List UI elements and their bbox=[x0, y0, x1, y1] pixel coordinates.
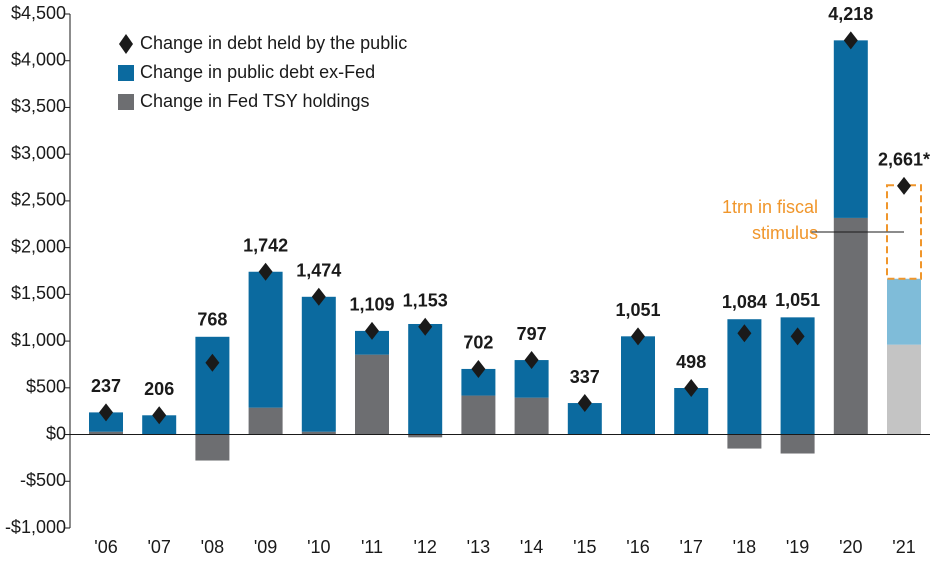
bar-segment bbox=[89, 412, 123, 432]
diamond-marker bbox=[524, 351, 539, 370]
diamond-marker bbox=[631, 327, 645, 346]
y-tick-label: -$1,000 bbox=[5, 517, 66, 537]
data-label: 1,084 bbox=[722, 292, 767, 312]
data-label: 1,051 bbox=[615, 300, 660, 320]
data-label: 498 bbox=[676, 352, 706, 372]
x-tick-label: '20 bbox=[839, 537, 862, 557]
data-label: 1,153 bbox=[403, 291, 448, 311]
bar-segment bbox=[248, 407, 283, 435]
data-label: 1,109 bbox=[349, 295, 394, 315]
bar-segment bbox=[780, 434, 815, 454]
annotation-text: 1trn in fiscal bbox=[722, 197, 818, 217]
x-tick-label: '21 bbox=[892, 537, 915, 557]
diamond-marker bbox=[737, 324, 752, 343]
y-tick-label: $2,500 bbox=[11, 190, 66, 210]
data-label: 1,474 bbox=[296, 261, 341, 281]
y-tick-label: $500 bbox=[26, 377, 66, 397]
bar-segment bbox=[621, 336, 655, 435]
diamond-marker bbox=[365, 321, 379, 340]
diamond-marker bbox=[471, 359, 486, 378]
legend-label: Change in debt held by the public bbox=[140, 33, 407, 53]
x-tick-label: '18 bbox=[733, 537, 756, 557]
bar-segment bbox=[833, 40, 868, 218]
data-label: 4,218 bbox=[828, 4, 873, 24]
y-tick-label: $3,000 bbox=[11, 143, 66, 163]
data-label: 337 bbox=[570, 367, 600, 387]
x-tick-label: '19 bbox=[786, 537, 809, 557]
y-tick-label: $0 bbox=[46, 423, 66, 443]
bar-segment bbox=[248, 271, 283, 408]
x-tick-label: '17 bbox=[679, 537, 702, 557]
x-tick-label: '12 bbox=[413, 537, 436, 557]
y-tick-label: $1,000 bbox=[11, 330, 66, 350]
data-label: 1,051 bbox=[775, 290, 820, 310]
bar-segment bbox=[887, 344, 921, 435]
y-tick-label: $4,500 bbox=[11, 3, 66, 23]
x-tick-label: '13 bbox=[467, 537, 490, 557]
data-label: 702 bbox=[463, 333, 493, 353]
bar-segment bbox=[887, 278, 921, 345]
x-tick-label: '09 bbox=[254, 537, 277, 557]
bar-segment bbox=[142, 415, 177, 435]
y-tick-label: $4,000 bbox=[11, 49, 66, 69]
bar-segment bbox=[195, 336, 230, 435]
legend-swatch bbox=[118, 94, 134, 110]
diamond-marker bbox=[790, 327, 805, 346]
diamond-marker bbox=[577, 394, 592, 413]
x-tick-label: '08 bbox=[201, 537, 224, 557]
legend-swatch bbox=[119, 34, 133, 54]
x-tick-label: '14 bbox=[520, 537, 543, 557]
diamond-marker bbox=[311, 287, 326, 306]
diamond-marker bbox=[99, 403, 113, 422]
data-label: 1,742 bbox=[243, 235, 288, 255]
data-label: 2,661* bbox=[878, 150, 930, 170]
bar-segment bbox=[727, 434, 762, 449]
legend-label: Change in public debt ex-Fed bbox=[140, 62, 375, 82]
data-label: 237 bbox=[91, 376, 121, 396]
x-tick-label: '10 bbox=[307, 537, 330, 557]
y-tick-label: $1,500 bbox=[11, 283, 66, 303]
x-tick-label: '07 bbox=[147, 537, 170, 557]
bar-segment bbox=[301, 431, 336, 435]
bar-segment bbox=[89, 431, 123, 435]
bar-segment bbox=[833, 217, 868, 435]
y-tick-label: -$500 bbox=[20, 470, 66, 490]
diamond-marker bbox=[843, 31, 858, 50]
y-tick-label: $3,500 bbox=[11, 96, 66, 116]
diamond-marker bbox=[418, 317, 433, 336]
bar-segment bbox=[461, 395, 496, 435]
bar-segment bbox=[408, 323, 443, 435]
diamond-marker bbox=[152, 406, 167, 425]
bar-segment bbox=[195, 434, 230, 461]
legend-swatch bbox=[118, 65, 134, 81]
data-label: 797 bbox=[517, 324, 547, 344]
diamond-marker bbox=[205, 353, 220, 372]
data-label: 768 bbox=[197, 310, 227, 330]
bar-segment bbox=[408, 434, 443, 438]
bar-segment bbox=[301, 296, 336, 432]
x-tick-label: '11 bbox=[361, 537, 383, 557]
legend-label: Change in Fed TSY holdings bbox=[140, 91, 370, 111]
diamond-marker bbox=[897, 176, 911, 195]
bar-segment bbox=[355, 354, 389, 435]
y-tick-label: $2,000 bbox=[11, 236, 66, 256]
annotation-text: stimulus bbox=[752, 223, 818, 243]
x-tick-label: '15 bbox=[573, 537, 596, 557]
data-label: 206 bbox=[144, 379, 174, 399]
bar-segment bbox=[355, 330, 389, 355]
diamond-marker bbox=[684, 379, 699, 398]
x-tick-label: '16 bbox=[626, 537, 649, 557]
x-tick-label: '06 bbox=[94, 537, 117, 557]
diamond-marker bbox=[258, 262, 273, 281]
bar-segment bbox=[514, 397, 549, 435]
